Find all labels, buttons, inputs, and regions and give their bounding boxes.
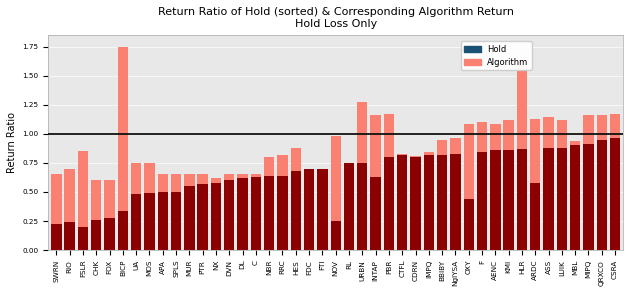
Bar [437,155,447,250]
Bar [384,157,394,250]
Bar [211,178,221,183]
Bar [51,224,62,250]
Bar [318,169,328,250]
Bar [105,217,115,250]
Bar [171,174,181,192]
Bar [570,145,580,250]
Bar [490,125,500,150]
Bar [570,141,580,145]
Bar [370,177,381,250]
Bar [290,171,301,250]
Bar [410,157,421,250]
Bar [64,222,75,250]
Bar [503,120,514,150]
Bar [105,180,115,217]
Y-axis label: Return Ratio: Return Ratio [7,112,17,173]
Bar [370,115,381,177]
Title: Return Ratio of Hold (sorted) & Corresponding Algorithm Return
Hold Loss Only: Return Ratio of Hold (sorted) & Correspo… [158,7,513,28]
Bar [184,186,195,250]
Bar [464,125,474,199]
Bar [77,151,88,227]
Bar [437,139,447,155]
Bar [423,155,434,250]
Bar [158,174,168,192]
Bar [118,47,128,211]
Bar [331,136,341,221]
Bar [450,154,461,250]
Bar [224,180,234,250]
Bar [397,155,408,250]
Bar [118,211,128,250]
Bar [238,174,248,178]
Bar [251,174,261,177]
Bar [184,174,195,186]
Bar [557,120,567,148]
Bar [583,144,593,250]
Bar [158,192,168,250]
Bar [357,163,367,250]
Legend: Hold, Algorithm: Hold, Algorithm [461,41,532,70]
Bar [450,138,461,154]
Bar [503,150,514,250]
Bar [543,148,554,250]
Bar [290,148,301,171]
Bar [197,184,208,250]
Bar [331,221,341,250]
Bar [344,163,354,250]
Bar [304,169,314,250]
Bar [597,115,607,139]
Bar [477,122,487,152]
Bar [131,194,141,250]
Bar [91,180,101,220]
Bar [277,176,288,250]
Bar [197,174,208,184]
Bar [51,174,62,224]
Bar [397,154,408,155]
Bar [597,139,607,250]
Bar [610,114,621,138]
Bar [144,163,154,193]
Bar [171,192,181,250]
Bar [557,148,567,250]
Bar [357,102,367,163]
Bar [423,152,434,155]
Bar [251,177,261,250]
Bar [517,149,527,250]
Bar [410,156,421,157]
Bar [517,60,527,149]
Bar [91,220,101,250]
Bar [530,183,541,250]
Bar [264,176,275,250]
Bar [583,115,593,144]
Bar [211,183,221,250]
Bar [77,227,88,250]
Bar [224,174,234,180]
Bar [238,178,248,250]
Bar [543,117,554,148]
Bar [277,155,288,176]
Bar [464,199,474,250]
Bar [384,114,394,157]
Bar [264,157,275,176]
Bar [64,169,75,222]
Bar [490,150,500,250]
Bar [144,193,154,250]
Bar [530,119,541,183]
Bar [610,138,621,250]
Bar [131,163,141,194]
Bar [477,152,487,250]
